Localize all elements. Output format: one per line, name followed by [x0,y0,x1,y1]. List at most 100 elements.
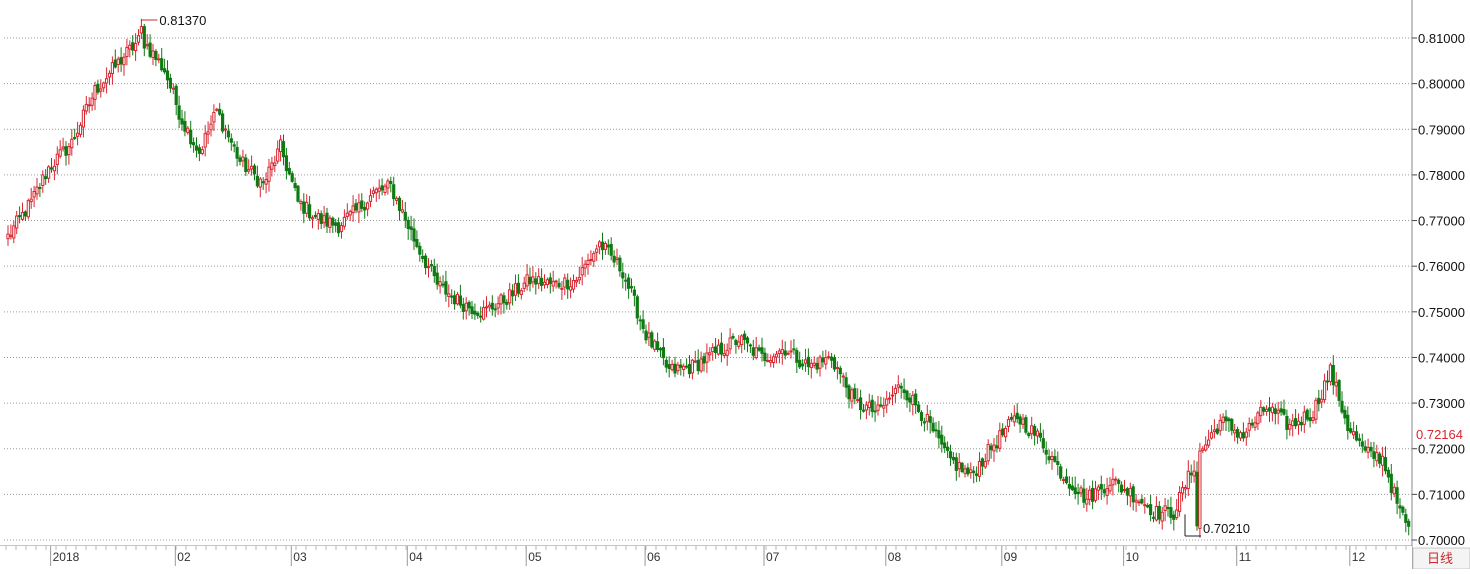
candle [919,410,924,427]
timeframe-button[interactable]: 日线 [1412,547,1470,570]
candle [186,125,190,135]
candle [38,183,42,198]
candle [168,73,173,93]
candle [151,43,155,65]
candle [975,466,979,483]
candle [998,422,1002,452]
candle [1009,412,1013,422]
candle [682,363,686,377]
candle [23,210,27,221]
candle [473,303,477,320]
candle [1006,416,1011,433]
candle [551,270,555,292]
candle [1270,402,1275,422]
candle [1076,483,1080,505]
candle [1140,494,1144,505]
candle [351,195,355,222]
candle [1166,499,1170,517]
candle [925,404,929,431]
candle [1349,422,1353,434]
candle [418,242,422,262]
x-tick-label: 11 [1239,550,1252,564]
candle [676,361,680,375]
candle [334,218,338,233]
candle [798,351,802,370]
candle [580,256,584,286]
candle [453,290,457,310]
candle [957,453,961,478]
candle [1180,481,1185,502]
candle [687,355,692,379]
candle [1386,467,1391,483]
candle [1236,426,1240,444]
candle [1099,475,1103,500]
candle [1073,476,1077,500]
candle [525,264,529,291]
candle [250,155,254,176]
y-tick-label: 0.73000 [1418,396,1465,411]
candle [1024,414,1028,435]
candle [412,218,416,250]
candle [882,397,886,418]
candle [606,239,610,255]
candle [867,393,871,416]
candle [435,263,439,290]
candle [221,110,225,134]
current-price-layer: 0.72164 [1416,427,1463,442]
candle [647,322,651,347]
candle [357,193,361,223]
candle [1175,499,1179,520]
candle [542,274,547,289]
candle [969,462,973,479]
candle [58,140,62,159]
candle [360,193,364,212]
candle [479,306,483,323]
candle [1407,518,1411,536]
candle [1038,423,1043,442]
candle [157,53,161,64]
candle [748,343,752,353]
candle [1114,476,1118,486]
candle [1192,460,1196,483]
candle [18,206,22,224]
grid-layer [4,37,1412,541]
candle [963,464,967,478]
candle [299,199,303,211]
candle [554,279,558,289]
candle [1027,431,1031,439]
candle [1305,408,1309,422]
candle [830,352,834,368]
candle [1183,484,1188,499]
candle [1363,440,1367,453]
candle [1259,400,1263,423]
candle [600,232,605,260]
candle [1001,423,1005,438]
candle [940,425,944,453]
candle [1392,483,1396,498]
candle [1212,419,1217,439]
candle [624,273,628,291]
candle [795,347,799,374]
candle [612,250,616,268]
candle [850,387,854,409]
candle [743,330,747,350]
candle [734,338,738,354]
candle [125,38,129,66]
candle [1105,477,1109,505]
candle [212,104,216,131]
candle [1357,433,1362,447]
candle [1012,405,1016,427]
candle [61,137,65,152]
candle [595,244,599,261]
candle [890,385,895,405]
candle [171,83,175,95]
candle [493,303,497,318]
candle [290,171,294,183]
candle [708,347,712,362]
candle [598,240,602,255]
candle [1102,483,1106,498]
candle [885,390,889,414]
candle [374,187,378,202]
candle [760,337,764,362]
